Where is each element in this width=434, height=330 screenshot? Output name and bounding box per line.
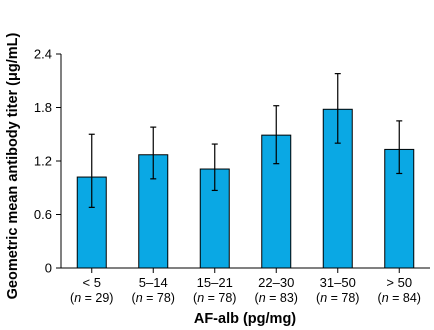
x-tick-label: > 50 <box>386 275 412 290</box>
y-tick-label: 1.8 <box>34 100 52 115</box>
sample-size-label: (n = 29) <box>70 291 113 305</box>
x-axis-label: AF-alb (pg/mg) <box>193 311 297 327</box>
sample-size-label: (n = 78) <box>193 291 236 305</box>
y-tick-label: 0.6 <box>34 207 52 222</box>
sample-size-label: (n = 78) <box>316 291 359 305</box>
y-tick-label: 1.2 <box>34 154 52 169</box>
x-tick-label: 22–30 <box>258 275 294 290</box>
sample-size-label: (n = 78) <box>132 291 175 305</box>
sample-size-label: (n = 84) <box>378 291 421 305</box>
x-tick-label: 31–50 <box>320 275 356 290</box>
x-tick-label: 15–21 <box>197 275 233 290</box>
y-tick-label: 0 <box>45 261 52 276</box>
x-tick-label: 5–14 <box>139 275 168 290</box>
sample-size-label: (n = 83) <box>255 291 298 305</box>
x-tick-label: < 5 <box>83 275 101 290</box>
y-tick-label: 2.4 <box>34 47 52 62</box>
